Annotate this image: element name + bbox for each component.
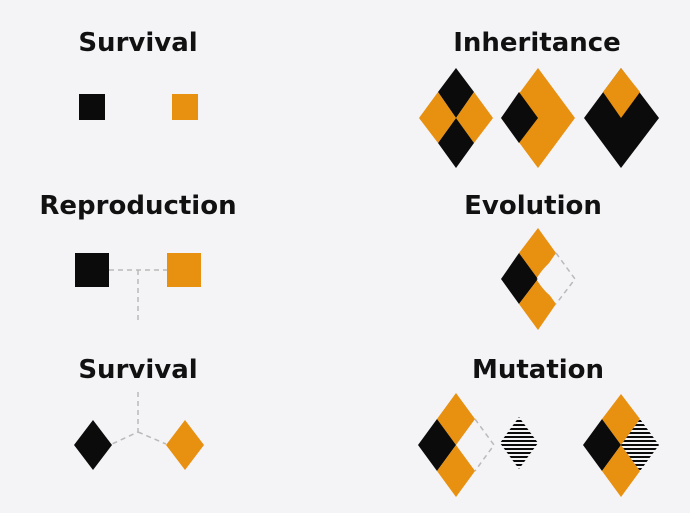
striped-mutation-diamond xyxy=(500,417,538,469)
heading-reproduction: Reproduction xyxy=(39,191,237,221)
evolution-diamond xyxy=(501,228,576,330)
heading-survival-top: Survival xyxy=(78,28,198,58)
survival-lineage-lines xyxy=(111,392,167,445)
black-square xyxy=(79,94,105,120)
orange-square xyxy=(172,94,198,120)
heading-survival-bottom: Survival xyxy=(78,355,198,385)
reproduction-lineage-lines xyxy=(109,269,167,322)
mutation-diamond-right xyxy=(583,394,659,497)
orange-parent-square xyxy=(167,253,201,287)
black-parent-square xyxy=(75,253,109,287)
mutation-diamond-left xyxy=(418,393,495,497)
inheritance-checkered-diamond xyxy=(419,68,493,168)
orange-diamond xyxy=(166,420,204,470)
inheritance-heart-diamond xyxy=(584,68,659,168)
inheritance-chevron-diamond xyxy=(501,68,575,168)
black-diamond xyxy=(74,420,112,470)
heading-evolution: Evolution xyxy=(464,191,602,221)
heading-mutation: Mutation xyxy=(471,355,605,385)
heading-inheritance: Inheritance xyxy=(453,28,621,58)
